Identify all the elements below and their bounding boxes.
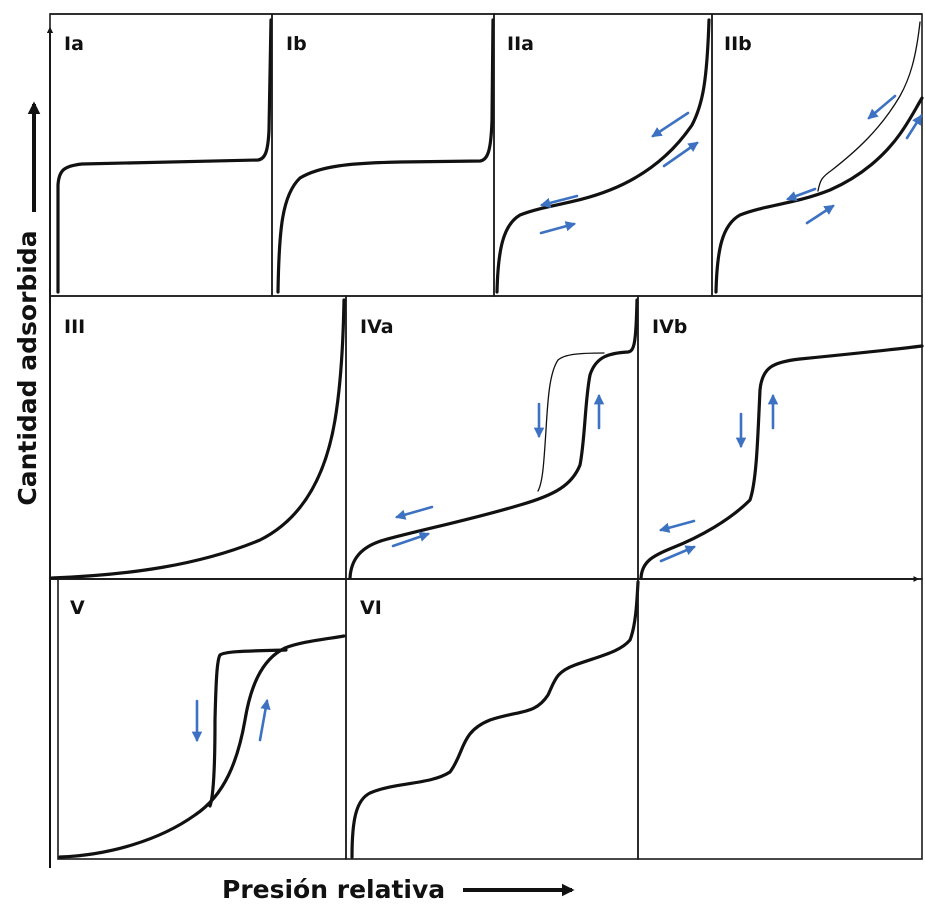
isotherm-curve-III xyxy=(50,298,346,580)
isotherm-curve-V-desorption xyxy=(208,648,288,808)
panel-V: V xyxy=(57,578,347,860)
panel-VI: VI xyxy=(345,578,640,860)
isotherm-curve-IVa-desorption xyxy=(537,352,605,492)
isotherm-curve-VI xyxy=(350,580,640,859)
isotherm-curve-IVa-adsorption xyxy=(348,298,639,580)
isotherm-curve-IVb xyxy=(639,344,924,580)
y-axis-title: Cantidad adsorbida xyxy=(13,101,42,506)
desorption-arrow-IIa-lower xyxy=(539,194,579,208)
adsorption-arrow-IVa-lower xyxy=(391,531,430,548)
adsorption-arrow-IIb-upper xyxy=(905,114,923,140)
panel-label-Ia: Ia xyxy=(64,33,84,55)
isotherm-curve-IIa xyxy=(495,18,711,294)
panel-label-VI: VI xyxy=(360,597,382,619)
panel-III: III xyxy=(49,295,347,580)
panel-Ib: Ib xyxy=(271,13,495,297)
adsorption-arrow-IIa-lower xyxy=(539,221,577,235)
isotherm-curve-Ia xyxy=(56,18,273,294)
panel-label-Ib: Ib xyxy=(286,33,307,55)
adsorption-arrow-V xyxy=(258,698,271,742)
x-axis-title-text: Presión relativa xyxy=(222,875,445,904)
desorption-arrow-IVa-lower xyxy=(395,505,434,520)
desorption-arrow-IIb-lower xyxy=(786,187,817,201)
panel-label-V: V xyxy=(70,597,85,619)
panel-IIa: IIa xyxy=(493,13,713,297)
panel-IVb: IVb xyxy=(637,295,924,580)
isotherm-curve-IIb-adsorption xyxy=(714,96,924,294)
panel-label-III: III xyxy=(64,316,85,338)
panel-empty xyxy=(637,578,923,860)
isotherm-curve-IIb-desorption xyxy=(817,21,921,192)
adsorption-arrow-IIb-lower xyxy=(805,204,835,225)
adsorption-arrow-IVb-lower xyxy=(659,545,696,563)
desorption-arrow-IVb-lower xyxy=(658,519,696,533)
x-axis-title: Presión relativa xyxy=(222,875,575,904)
adsorption-arrow-IIa-upper xyxy=(662,141,699,168)
panel-label-IIb: IIb xyxy=(724,33,752,55)
desorption-arrow-IIa-upper xyxy=(651,111,690,138)
desorption-arrow-IIb-upper xyxy=(867,94,897,120)
panel-label-IIa: IIa xyxy=(507,33,534,55)
isotherm-curve-Ib xyxy=(276,18,495,294)
panel-Ia: Ia xyxy=(49,13,273,297)
panel-IIb: IIb xyxy=(711,13,924,297)
panel-label-IVa: IVa xyxy=(360,316,394,338)
panel-label-IVb: IVb xyxy=(652,316,687,338)
panel-IVa: IVa xyxy=(345,295,639,580)
y-axis-title-text: Cantidad adsorbida xyxy=(13,230,42,505)
isotherm-curve-V-adsorption xyxy=(58,634,346,859)
